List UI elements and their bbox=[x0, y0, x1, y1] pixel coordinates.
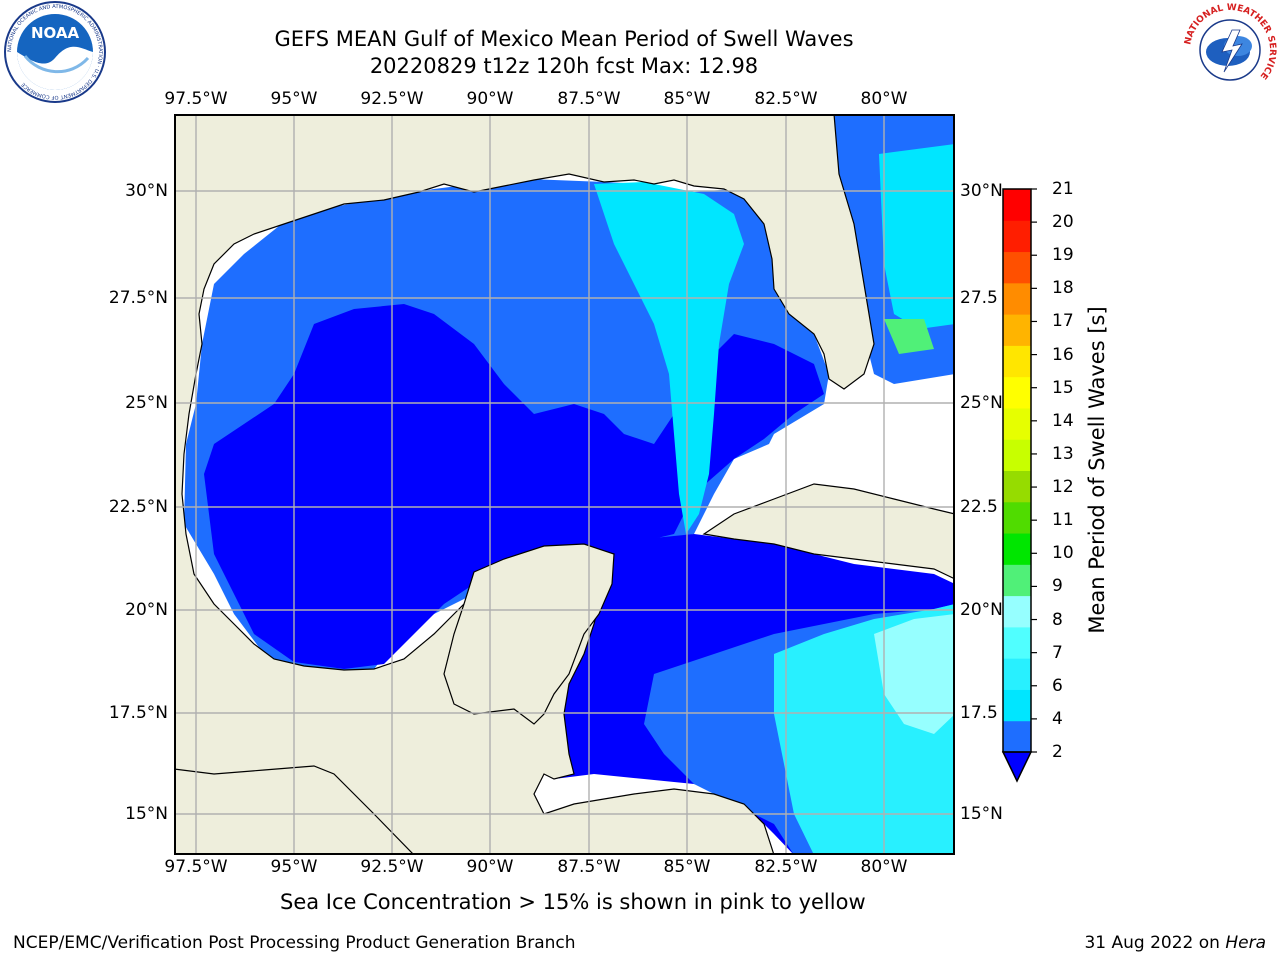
lon-label: 85°W bbox=[663, 857, 711, 877]
chart-title: GEFS MEAN Gulf of Mexico Mean Period of … bbox=[274, 27, 854, 51]
colorbar-segment bbox=[1003, 251, 1031, 284]
colorbar-segment bbox=[1003, 282, 1031, 315]
colorbar-segments bbox=[1003, 189, 1031, 753]
lon-label: 87.5°W bbox=[557, 857, 621, 877]
lon-label: 95°W bbox=[270, 89, 318, 109]
lon-label: 80°W bbox=[860, 857, 908, 877]
colorbar-tick-label: 18 bbox=[1052, 278, 1074, 299]
lat-label: 20°N bbox=[960, 600, 1003, 620]
footer-branch: NCEP/EMC/Verification Post Processing Pr… bbox=[13, 933, 576, 953]
lon-label: 82.5°W bbox=[754, 89, 818, 109]
colorbar-tick-label: 21 bbox=[1052, 179, 1074, 199]
lat-label: 25°N bbox=[125, 393, 168, 413]
sea-ice-note: Sea Ice Concentration > 15% is shown in … bbox=[280, 890, 866, 914]
lon-label: 82.5°W bbox=[754, 857, 818, 877]
colorbar-tick-label: 8 bbox=[1052, 609, 1063, 630]
colorbar-tick-label: 19 bbox=[1052, 245, 1074, 266]
colorbar-segment bbox=[1003, 720, 1031, 753]
colorbar-tick-label: 12 bbox=[1052, 477, 1074, 498]
colorbar-segment bbox=[1003, 658, 1031, 690]
eastern-cyan-field bbox=[594, 182, 744, 534]
nws-logo: NATIONAL WEATHER SERVICE bbox=[1183, 3, 1277, 97]
lat-label: 27.5 bbox=[960, 288, 998, 308]
lat-label: 30°N bbox=[960, 181, 1003, 201]
graticule bbox=[174, 114, 955, 855]
lat-label: 17.5 bbox=[960, 703, 998, 723]
lat-label: 17.5°N bbox=[108, 703, 168, 723]
colorbar-tick-label: 11 bbox=[1052, 510, 1074, 531]
chart-subtitle: 20220829 t12z 120h fcst Max: 12.98 bbox=[369, 54, 759, 78]
colorbar-segment bbox=[1003, 376, 1031, 409]
lat-label: 15°N bbox=[125, 804, 168, 824]
map-frame bbox=[174, 114, 955, 855]
colorbar-tick-label: 14 bbox=[1052, 410, 1074, 431]
colorbar-tick-label: 2 bbox=[1052, 742, 1063, 762]
colorbar-tick-label: 4 bbox=[1052, 708, 1063, 729]
colorbar-tick-label: 15 bbox=[1052, 377, 1074, 398]
colorbar-segment bbox=[1003, 407, 1031, 440]
land-cuba bbox=[702, 483, 955, 580]
lon-label: 97.5°W bbox=[164, 857, 228, 877]
colorbar-segment bbox=[1003, 470, 1031, 503]
lat-label: 20°N bbox=[125, 600, 168, 620]
colorbar-tick-label: 20 bbox=[1052, 212, 1074, 233]
gulf-core-field bbox=[204, 304, 824, 669]
colorbar bbox=[1001, 188, 1037, 783]
lat-label: 15°N bbox=[960, 804, 1003, 824]
colorbar-tick-label: 13 bbox=[1052, 443, 1074, 464]
colorbar-segment bbox=[1003, 220, 1031, 253]
footer-date-text: 31 Aug 2022 on bbox=[1084, 933, 1226, 953]
lon-label: 85°W bbox=[663, 89, 711, 109]
colorbar-frame bbox=[1002, 188, 1032, 753]
colorbar-tick-label: 9 bbox=[1052, 576, 1063, 597]
lon-label: 90°W bbox=[466, 857, 514, 877]
colorbar-segment bbox=[1003, 564, 1031, 597]
bahamas-green-field bbox=[884, 319, 934, 354]
lat-label: 22.5°N bbox=[108, 497, 168, 517]
lat-label: 27.5°N bbox=[108, 288, 168, 308]
footer-host: Hera bbox=[1225, 933, 1266, 953]
colorbar-segment bbox=[1003, 345, 1031, 378]
lon-label: 92.5°W bbox=[360, 89, 424, 109]
colorbar-extend-triangle bbox=[1001, 751, 1033, 783]
colorbar-segment bbox=[1003, 595, 1031, 628]
colorbar-tick-label: 7 bbox=[1052, 642, 1063, 663]
caribbean-light-field bbox=[874, 614, 955, 734]
noaa-logo: NATIONAL OCEANIC AND ATMOSPHERIC ADMINIS… bbox=[4, 1, 106, 103]
lon-label: 95°W bbox=[270, 857, 318, 877]
lon-label: 87.5°W bbox=[557, 89, 621, 109]
map-panel bbox=[174, 114, 955, 855]
svg-text:NOAA: NOAA bbox=[31, 24, 80, 42]
lat-label: 22.5 bbox=[960, 497, 998, 517]
colorbar-tick-label: 10 bbox=[1052, 543, 1074, 564]
colorbar-tick-label: 16 bbox=[1052, 344, 1074, 365]
atlantic-cyan-field bbox=[879, 144, 955, 329]
colorbar-segment bbox=[1003, 626, 1031, 659]
colorbar-label: Mean Period of Swell Waves [s] bbox=[1085, 306, 1109, 634]
colorbar-segment bbox=[1003, 689, 1031, 722]
lon-label: 80°W bbox=[860, 89, 908, 109]
colorbar-segment bbox=[1003, 439, 1031, 471]
lat-label: 30°N bbox=[125, 181, 168, 201]
lat-label: 25°N bbox=[960, 393, 1003, 413]
lon-label: 92.5°W bbox=[360, 857, 424, 877]
colorbar-segment bbox=[1003, 501, 1031, 534]
footer-date: 31 Aug 2022 on Hera bbox=[1084, 933, 1266, 953]
lon-label: 90°W bbox=[466, 89, 514, 109]
land-yucatan bbox=[443, 543, 615, 725]
colorbar-tick-label: 6 bbox=[1052, 675, 1063, 696]
colorbar-segment bbox=[1003, 314, 1031, 346]
colorbar-tick-label: 17 bbox=[1052, 311, 1074, 332]
colorbar-segment bbox=[1003, 533, 1031, 565]
colorbar-segment bbox=[1003, 189, 1031, 221]
lon-label: 97.5°W bbox=[164, 89, 228, 109]
